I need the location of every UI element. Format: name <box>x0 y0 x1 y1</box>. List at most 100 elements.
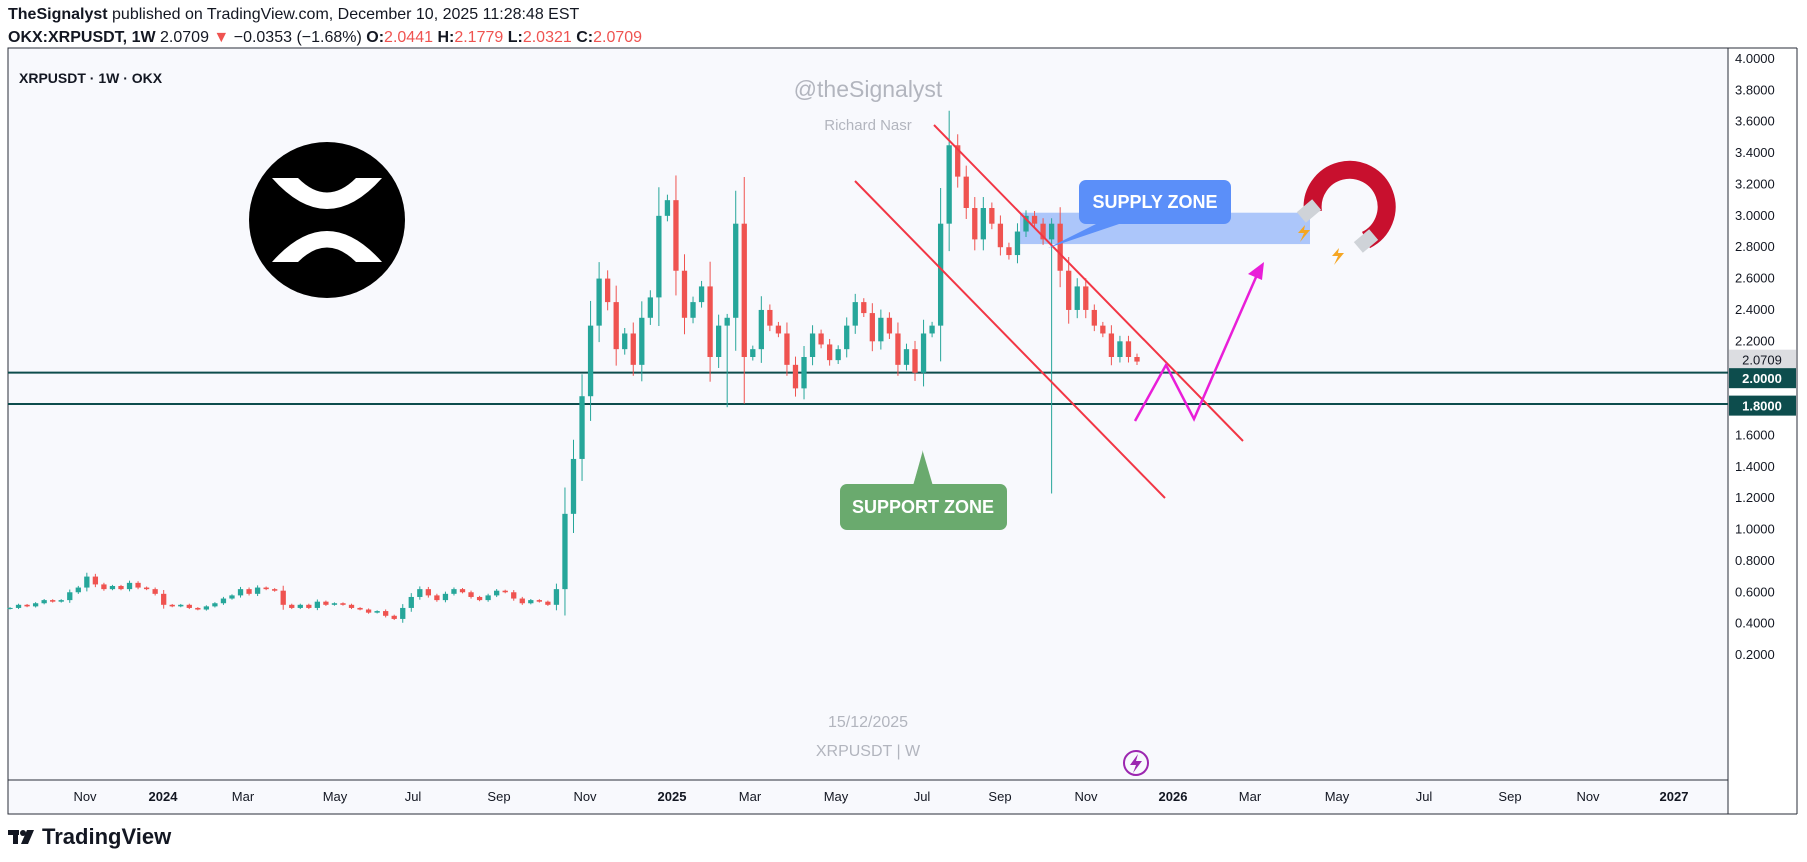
candle-body[interactable] <box>331 603 338 605</box>
candle-body[interactable] <box>1100 325 1106 334</box>
candle-body[interactable] <box>476 596 483 601</box>
candle-body[interactable] <box>1048 223 1055 240</box>
candle-body[interactable] <box>1091 309 1097 326</box>
level-1-8-badge[interactable]: 1.8000 <box>1729 395 1796 416</box>
candle-body[interactable] <box>459 589 466 593</box>
candle-body[interactable] <box>639 317 645 365</box>
candle-body[interactable] <box>417 589 423 597</box>
candle-body[interactable] <box>681 270 688 318</box>
lightning-icon[interactable] <box>1123 750 1149 776</box>
candle-body[interactable] <box>912 349 918 373</box>
candle-body[interactable] <box>1083 286 1089 310</box>
candle-body[interactable] <box>408 596 414 608</box>
symbol[interactable]: OKX:XRPUSDT, 1W <box>8 29 156 46</box>
candle-body[interactable] <box>528 600 534 604</box>
candle-body[interactable] <box>844 325 850 350</box>
candle-body[interactable] <box>1066 270 1072 310</box>
candle-body[interactable] <box>511 592 517 599</box>
candle-body[interactable] <box>263 587 269 590</box>
candle-body[interactable] <box>758 309 764 350</box>
candle-body[interactable] <box>690 302 696 318</box>
candle-body[interactable] <box>41 600 47 604</box>
candle-body[interactable] <box>1057 223 1063 271</box>
candle-body[interactable] <box>451 589 457 594</box>
candle-body[interactable] <box>545 601 551 605</box>
candle-body[interactable] <box>579 396 585 459</box>
candle-body[interactable] <box>1006 247 1012 256</box>
candle-body[interactable] <box>1014 231 1021 256</box>
candle-body[interactable] <box>903 349 910 365</box>
candle-body[interactable] <box>340 603 346 605</box>
candle-body[interactable] <box>178 604 184 607</box>
candle-body[interactable] <box>50 600 56 602</box>
candle-body[interactable] <box>425 589 432 596</box>
candle-body[interactable] <box>980 208 986 240</box>
candle-body[interactable] <box>32 603 39 607</box>
candle-body[interactable] <box>1074 286 1080 310</box>
candle-body[interactable] <box>323 601 329 605</box>
candle-body[interactable] <box>553 589 560 605</box>
candle-body[interactable] <box>383 611 389 616</box>
candle-body[interactable] <box>297 604 303 608</box>
candle-body[interactable] <box>750 349 756 357</box>
candle-body[interactable] <box>647 297 653 318</box>
candle-body[interactable] <box>135 582 141 588</box>
candle-body[interactable] <box>733 223 739 318</box>
tradingview-logo[interactable]: TradingView <box>8 824 171 850</box>
candle-body[interactable] <box>67 592 73 601</box>
candle-body[interactable] <box>220 598 227 604</box>
candle-body[interactable] <box>536 600 542 602</box>
candle-body[interactable] <box>562 513 568 590</box>
candle-body[interactable] <box>289 604 295 608</box>
candle-body[interactable] <box>143 587 150 590</box>
candle-body[interactable] <box>75 587 81 593</box>
candle-body[interactable] <box>613 302 619 350</box>
candle-body[interactable] <box>775 325 782 334</box>
support-zone-label[interactable]: SUPPORT ZONE <box>840 450 1007 530</box>
candle-body[interactable] <box>920 333 927 373</box>
projection-path[interactable] <box>1133 267 1262 422</box>
candle-body[interactable] <box>195 607 201 610</box>
candle-body[interactable] <box>58 600 64 602</box>
candle-body[interactable] <box>801 357 807 389</box>
candle-body[interactable] <box>1108 333 1115 357</box>
candle-body[interactable] <box>698 286 705 303</box>
candle-body[interactable] <box>15 604 22 608</box>
candle-body[interactable] <box>715 325 722 357</box>
candle-body[interactable] <box>391 615 397 619</box>
candle-body[interactable] <box>656 215 662 298</box>
candle-body[interactable] <box>126 582 133 590</box>
candle-body[interactable] <box>84 576 90 588</box>
candle-body[interactable] <box>946 145 952 224</box>
candle-body[interactable] <box>24 604 30 607</box>
candle-body[interactable] <box>963 176 969 208</box>
level-2-badge[interactable]: 2.0000 <box>1729 368 1796 389</box>
candle-body[interactable] <box>630 333 636 365</box>
candle-body[interactable] <box>254 587 261 594</box>
candle-body[interactable] <box>929 325 935 334</box>
candle-body[interactable] <box>937 223 944 326</box>
candle-body[interactable] <box>161 593 167 605</box>
channel-upper-line[interactable] <box>933 124 1244 442</box>
candle-body[interactable] <box>1040 223 1046 240</box>
candle-body[interactable] <box>442 593 449 601</box>
candle-body[interactable] <box>400 607 406 619</box>
candle-body[interactable] <box>272 589 278 591</box>
candle-body[interactable] <box>101 584 107 590</box>
candle-body[interactable] <box>357 607 363 610</box>
candle-body[interactable] <box>365 609 372 613</box>
candle-body[interactable] <box>741 223 747 357</box>
candle-body[interactable] <box>1023 215 1029 232</box>
candle-body[interactable] <box>229 595 235 599</box>
last-price-badge[interactable]: 2.0709 <box>1729 349 1796 370</box>
candle-body[interactable] <box>895 333 901 365</box>
candle-body[interactable] <box>280 590 286 605</box>
candle-body[interactable] <box>826 344 833 361</box>
candle-body[interactable] <box>989 208 995 224</box>
candle-body[interactable] <box>587 325 594 397</box>
candle-body[interactable] <box>1134 357 1140 362</box>
candle-body[interactable] <box>835 349 841 361</box>
candle-body[interactable] <box>596 278 602 326</box>
channel-lower-line[interactable] <box>854 180 1166 499</box>
